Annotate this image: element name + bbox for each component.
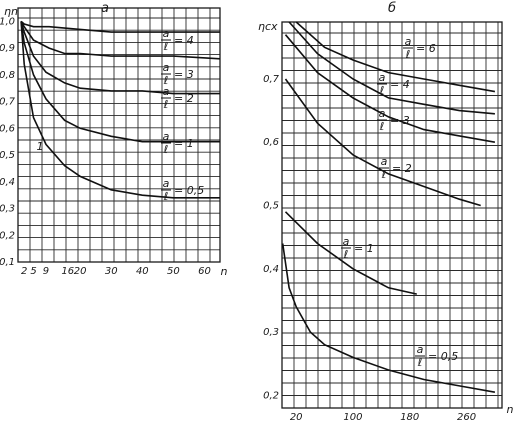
series-label-value: = 6 <box>416 42 436 55</box>
y-tick-label: 0,6 <box>263 137 279 148</box>
series-label-numerator: a <box>163 27 170 40</box>
series-label-denominator: ℓ <box>163 74 169 87</box>
series-label-numerator: a <box>417 343 424 356</box>
series-label-numerator: a <box>379 107 386 120</box>
y-tick-label: 0,2 <box>263 390 279 401</box>
y-tick-label: 0,6 <box>0 123 15 134</box>
y-tick-label: 0,2 <box>0 230 15 241</box>
series-label: aℓ = 1 <box>161 130 194 156</box>
x-tick-label: 100 <box>343 412 362 423</box>
x-tick-label: 16 <box>61 266 74 277</box>
series-label: aℓ = 2 <box>379 155 412 181</box>
y-tick-label: 0,5 <box>0 150 15 161</box>
series-label-denominator: ℓ <box>379 120 385 133</box>
x-tick-label: 30 <box>105 266 118 277</box>
y-tick-label: 1,0 <box>0 16 15 27</box>
series-line-al2 <box>284 78 481 207</box>
series-label: aℓ = 6 <box>403 35 436 61</box>
series-label: aℓ = 1 <box>341 235 374 261</box>
panel-letter: а <box>101 1 109 16</box>
series-label-denominator: ℓ <box>163 143 169 156</box>
y-tick-label: 0,3 <box>0 204 15 215</box>
series-label-denominator: ℓ <box>379 84 385 97</box>
x-tick-label: 260 <box>457 412 476 423</box>
x-tick-label: 20 <box>74 266 87 277</box>
series-label: aℓ = 0,5 <box>161 177 204 203</box>
plot-frame <box>281 21 503 409</box>
x-tick-label: 20 <box>290 412 303 423</box>
series-line-al6 <box>295 21 496 93</box>
series-line-al3 <box>284 34 496 143</box>
y-tick-label: 0,4 <box>263 264 279 275</box>
series-line-al2 <box>20 21 220 95</box>
series-label-value: = 2 <box>392 162 412 175</box>
series-label: aℓ = 0,5 <box>415 343 458 369</box>
y-tick-label: 0,1 <box>0 257 15 268</box>
series-label-value: = 4 <box>390 78 410 91</box>
series-label-numerator: a <box>163 85 170 98</box>
y-tick-label: 0,8 <box>0 70 15 81</box>
y-axis-label: ηсх <box>258 20 278 33</box>
series-line-al0-5 <box>20 21 220 199</box>
x-tick-label: 2 <box>21 266 27 277</box>
plot-frame <box>17 7 221 263</box>
panel-letter: б <box>388 1 396 16</box>
x-tick-label: 60 <box>198 266 211 277</box>
series-label: aℓ = 4 <box>377 71 410 97</box>
y-tick-label: 0,4 <box>0 177 15 188</box>
series-label-value: = 0,5 <box>174 184 204 197</box>
series-line-al4 <box>20 20 220 33</box>
series-label-denominator: ℓ <box>163 40 169 53</box>
series-label-numerator: a <box>163 61 170 74</box>
series-line-al0-5 <box>281 243 496 393</box>
series-line-al1 <box>20 21 220 143</box>
y-tick-label: 0,5 <box>263 201 279 212</box>
series-label-numerator: a <box>163 130 170 143</box>
series-label-denominator: ℓ <box>405 48 411 61</box>
series-label-denominator: ℓ <box>163 190 169 203</box>
series-label-value: = 3 <box>390 114 410 127</box>
y-tick-label: 0,7 <box>263 74 280 85</box>
series-line-al1 <box>284 211 417 295</box>
series-line-al3 <box>20 20 221 60</box>
x-axis-label: n <box>221 265 228 278</box>
series-label-value: = 1 <box>174 137 194 150</box>
series-label-numerator: a <box>381 155 388 168</box>
x-tick-label: 50 <box>167 266 180 277</box>
series-label: aℓ = 2 <box>161 85 194 111</box>
x-tick-label: 5 <box>30 266 36 277</box>
series-label-denominator: ℓ <box>163 98 169 111</box>
series-label: aℓ = 3 <box>377 107 410 133</box>
series-label-numerator: a <box>405 35 412 48</box>
series-label-numerator: a <box>343 235 350 248</box>
series-label-denominator: ℓ <box>417 356 423 369</box>
series-line-al4 <box>288 21 495 115</box>
series-label: aℓ = 3 <box>161 61 194 87</box>
x-tick-label: 40 <box>136 266 149 277</box>
series-label-denominator: ℓ <box>343 248 349 261</box>
series-label-value: = 0,5 <box>428 350 458 363</box>
x-axis-label: n <box>507 403 514 416</box>
chart-panel-a: а ηn n 1,0 0,9 0,8 0,7 0,6 0,5 0,4 0,3 0,2 0,1 2 5 9 16 2… <box>0 1 228 278</box>
series-label-value: = 2 <box>174 92 194 105</box>
series-label-numerator: a <box>379 71 386 84</box>
series-label: aℓ = 4 <box>161 27 194 53</box>
curve-annotation: 1 <box>37 140 44 153</box>
y-tick-label: 0,3 <box>263 327 279 338</box>
series-label-value: = 1 <box>354 242 374 255</box>
y-tick-label: 0,9 <box>0 43 15 54</box>
series-label-value: = 3 <box>174 68 194 81</box>
y-axis-label: ηn <box>4 5 18 18</box>
x-tick-label: 180 <box>400 412 419 423</box>
y-tick-label: 0,7 <box>0 97 16 108</box>
series-label-value: = 4 <box>174 34 194 47</box>
x-tick-label: 9 <box>43 266 49 277</box>
series-label-denominator: ℓ <box>381 168 387 181</box>
series-label-numerator: a <box>163 177 170 190</box>
